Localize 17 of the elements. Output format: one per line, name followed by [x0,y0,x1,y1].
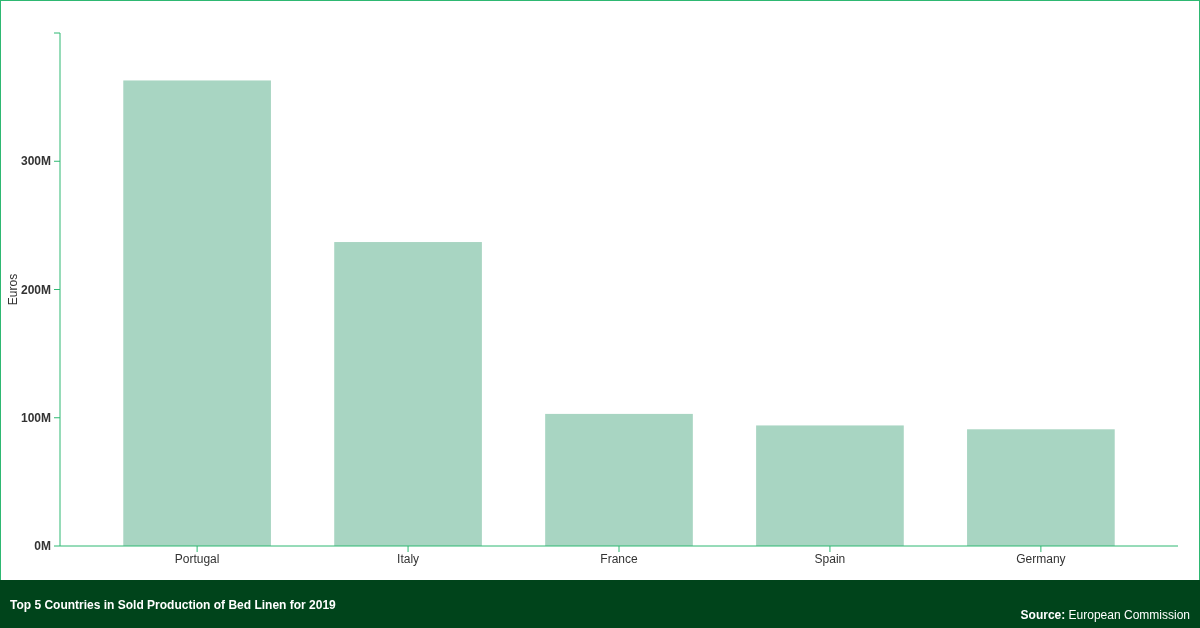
x-tick-label: Germany [1016,552,1066,566]
y-axis-title: Euros [6,273,20,306]
text: Top 5 Countries in Sold Production of Bed Linen for 2019 [10,598,337,612]
bar [545,413,693,546]
y-tick-label: 300M [20,154,51,169]
y-tick-label: 100M [20,410,51,425]
source-note: Source: European Commission [1020,608,1190,622]
bar [967,429,1115,546]
y-tick-label: 0M [34,539,51,554]
x-tick-label: France [600,552,638,566]
bar [756,425,904,546]
bar [334,242,482,546]
x-tick-label: Portugal [174,552,220,566]
x-tick-label: Italy [397,552,420,566]
bar [123,80,271,546]
x-tick-label: Spain [814,552,846,566]
y-tick-label: 200M [20,282,51,297]
